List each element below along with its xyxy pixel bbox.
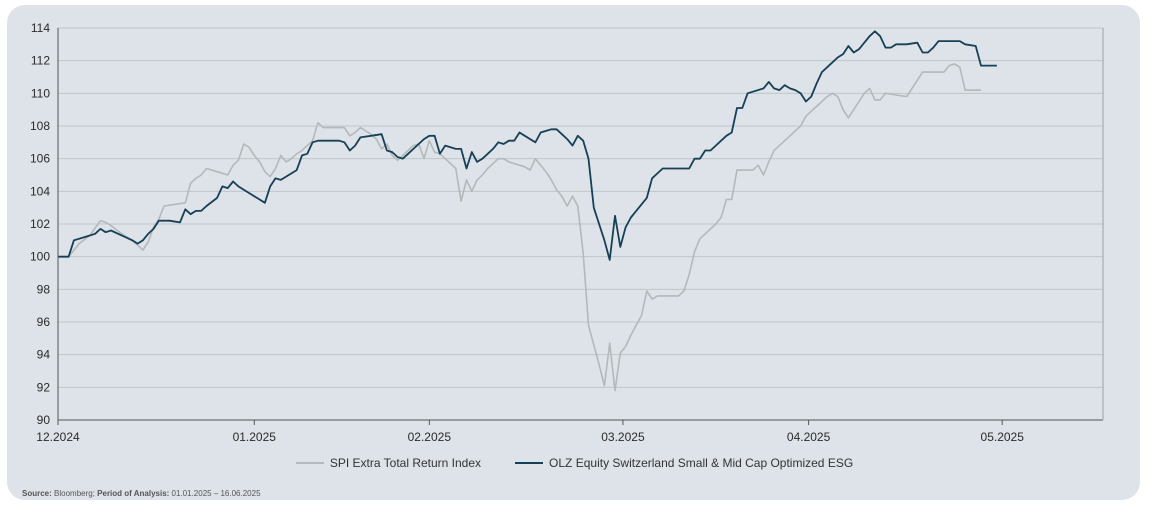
legend: SPI Extra Total Return Index OLZ Equity … bbox=[0, 456, 1149, 470]
y-tick-label: 90 bbox=[37, 413, 51, 427]
x-tick-label: 04.2025 bbox=[787, 430, 831, 444]
y-tick-label: 102 bbox=[30, 217, 50, 231]
series-lines bbox=[58, 30, 997, 392]
x-tick-label: 12.2024 bbox=[36, 430, 80, 444]
chart-panel bbox=[7, 5, 1140, 500]
x-tick-label: 01.2025 bbox=[233, 430, 277, 444]
axes bbox=[57, 28, 1104, 421]
legend-item-olz[interactable]: OLZ Equity Switzerland Small & Mid Cap O… bbox=[515, 456, 853, 470]
y-tick-label: 104 bbox=[30, 184, 50, 198]
x-tick-label: 02.2025 bbox=[408, 430, 452, 444]
y-tick-label: 110 bbox=[31, 86, 50, 100]
x-axis-ticks: 12.2024 01.2025 02.2025 03.2025 04.2025 05.20… bbox=[36, 420, 1024, 444]
series-line-1 bbox=[58, 30, 997, 261]
y-tick-label: 106 bbox=[30, 152, 50, 166]
legend-label-spi: SPI Extra Total Return Index bbox=[329, 456, 482, 470]
y-tick-label: 112 bbox=[31, 54, 50, 68]
legend-label-olz: OLZ Equity Switzerland Small & Mid Cap O… bbox=[549, 456, 854, 470]
y-tick-label: 94 bbox=[37, 348, 51, 362]
legend-swatch-olz bbox=[515, 462, 544, 464]
x-tick-label: 05.2025 bbox=[981, 430, 1025, 444]
legend-item-spi[interactable]: SPI Extra Total Return Index bbox=[295, 456, 482, 470]
source-note: Source: Bloomberg; Period of Analysis: 0… bbox=[22, 489, 261, 498]
series-line-0 bbox=[58, 63, 981, 392]
grid-lines bbox=[58, 27, 1103, 421]
source-label: Source: bbox=[22, 489, 52, 498]
y-tick-label: 108 bbox=[30, 119, 50, 133]
y-tick-label: 98 bbox=[37, 282, 51, 296]
y-tick-label: 92 bbox=[37, 380, 51, 394]
y-tick-label: 100 bbox=[30, 250, 50, 264]
period-text: 01.01.2025 – 16.06.2025 bbox=[169, 489, 261, 498]
y-axis-ticks: 90 92 94 96 98 100 102 104 106 108 110 112 114 bbox=[30, 21, 50, 427]
legend-swatch-spi bbox=[295, 462, 324, 464]
source-text: Bloomberg; bbox=[51, 489, 98, 498]
y-tick-label: 114 bbox=[31, 21, 50, 35]
period-label: Period of Analysis: bbox=[97, 489, 170, 498]
x-tick-label: 03.2025 bbox=[601, 430, 645, 444]
y-tick-label: 96 bbox=[37, 315, 51, 329]
